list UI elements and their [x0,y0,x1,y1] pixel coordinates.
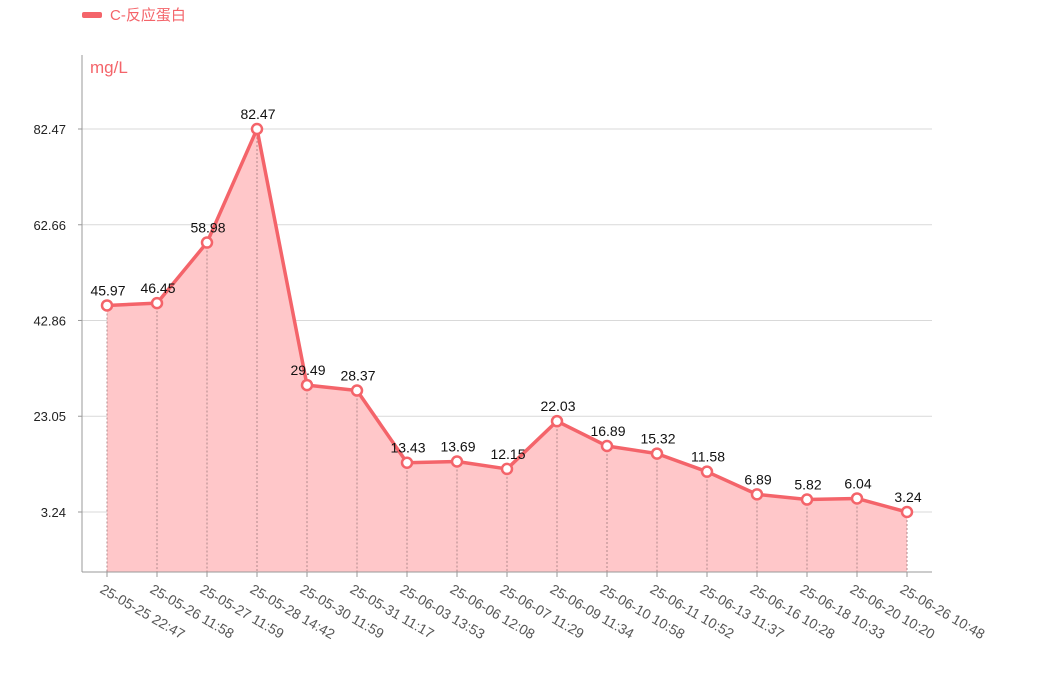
data-label: 13.43 [390,440,425,456]
x-tick-label: 25-05-26 11:58 [148,581,238,642]
x-tick-label: 25-06-10 10:58 [598,581,688,642]
data-point[interactable] [800,493,814,506]
data-label: 29.49 [290,362,325,378]
x-tick-label: 25-06-03 13:53 [398,581,488,642]
x-tick-label: 25-06-20 10:20 [848,581,938,642]
data-label: 28.37 [340,368,375,384]
x-tick-label: 25-06-11 10:52 [648,581,738,642]
data-point[interactable] [600,439,614,453]
x-tick-label: 25-05-27 11:59 [198,581,288,642]
data-point[interactable] [450,455,464,468]
x-tick-label: 25-05-30 11:59 [298,581,388,642]
data-point[interactable] [500,462,514,476]
y-tick-label: 23.05 [33,409,66,424]
x-tick-label: 25-06-26 10:48 [898,581,988,642]
x-tick-label: 25-05-31 11:17 [348,581,438,642]
data-point[interactable] [200,236,214,249]
data-point[interactable] [750,488,764,501]
x-tick-label: 25-05-28 14:42 [248,581,338,642]
x-tick-label: 25-05-25 22:47 [98,581,188,642]
data-point[interactable] [100,299,114,312]
legend[interactable]: C-反应蛋白 [82,4,186,25]
data-label: 5.82 [794,477,821,493]
data-point[interactable] [900,505,914,519]
data-point[interactable] [350,384,364,397]
x-tick-label: 25-06-07 11:29 [498,581,588,642]
legend-swatch [82,11,102,18]
y-tick-label: 3.24 [41,505,66,520]
data-point[interactable] [150,296,164,310]
x-tick-label: 25-06-16 10:28 [748,581,838,642]
data-label: 45.97 [90,282,125,298]
data-label: 82.47 [240,106,275,122]
data-label: 58.98 [190,220,225,236]
data-point[interactable] [300,378,314,392]
x-tick-label: 25-06-18 10:33 [798,581,888,642]
data-label: 6.04 [844,475,871,491]
data-point[interactable] [400,456,414,469]
y-tick-label: 62.66 [33,218,66,233]
x-tick-label: 25-06-06 12:08 [448,581,538,642]
data-point[interactable] [650,447,664,460]
data-label: 22.03 [540,398,575,414]
data-point[interactable] [700,465,714,478]
data-label: 3.24 [894,489,921,505]
data-point[interactable] [550,414,564,428]
y-tick-label: 42.86 [33,313,66,328]
data-label: 11.58 [691,449,725,465]
data-label: 15.32 [640,431,675,447]
data-point[interactable] [250,122,264,136]
data-label: 13.69 [440,438,475,454]
data-point[interactable] [850,492,864,505]
data-label: 12.15 [490,446,525,462]
x-tick-label: 25-06-13 11:37 [698,581,788,642]
y-tick-label: 82.47 [33,122,66,137]
y-axis-unit: mg/L [90,58,128,77]
data-label: 46.45 [140,280,175,296]
data-label: 6.89 [744,471,771,487]
x-tick-label: 25-06-09 11:34 [548,581,638,642]
data-label: 16.89 [590,423,625,439]
legend-label: C-反应蛋白 [110,7,186,24]
